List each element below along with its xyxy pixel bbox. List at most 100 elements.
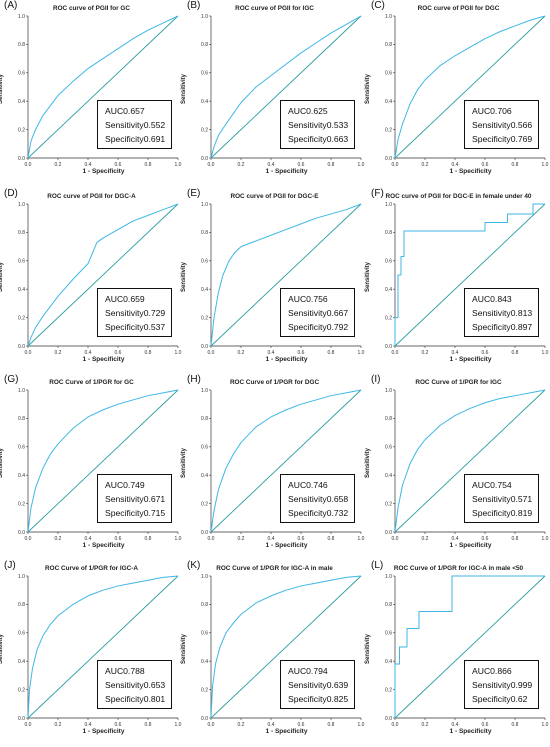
stat-name: Sensitivity (472, 120, 511, 130)
auc-row: AUC 0.754 (472, 478, 532, 492)
stat-value: 0.756 (306, 294, 328, 304)
stat-name: Sensitivity (472, 494, 511, 504)
stat-name: Sensitivity (288, 308, 327, 318)
stat-name: Specificity (288, 508, 327, 518)
stat-value: 0.788 (123, 666, 145, 676)
stat-name: Specificity (105, 134, 144, 144)
x-tick-label: 0.6 (298, 162, 305, 168)
stat-name: Specificity (105, 694, 144, 704)
y-tick-label: 0.2 (385, 127, 392, 133)
panel-label: (I) (371, 374, 381, 385)
x-tick-label: 0.8 (145, 162, 152, 168)
panel-title: ROC Curve of 1/PGR for IGC-A in male <50 (393, 565, 524, 572)
x-axis-label: 1 - Specificity (265, 542, 308, 549)
y-tick-label: 0.8 (18, 416, 25, 422)
x-tick-label: 0.0 (25, 162, 32, 168)
y-tick-label: 0.4 (18, 287, 25, 293)
auc-row: AUC 0.659 (105, 292, 165, 306)
panel-label: (F) (371, 188, 384, 199)
y-tick-label: 0.8 (201, 42, 208, 48)
y-tick-label: 1.0 (18, 202, 25, 208)
x-tick-label: 0.6 (482, 162, 489, 168)
auc-row: AUC 0.794 (288, 664, 348, 678)
roc-plot: 0.00.0 0.2 0.2 0.4 0.4 0.6 0.6 0.8 0.8 1.0 1.0 (385, 574, 549, 728)
y-tick-label: 0.6 (385, 71, 392, 77)
stat-name: AUC (105, 480, 124, 490)
x-tick-label: 0.8 (512, 162, 519, 168)
stats-box: AUC 0.794 Sensitivity 0.639 Specificity 0.… (280, 660, 356, 709)
x-tick-label: 0.0 (25, 350, 32, 356)
y-tick-label: 1.0 (385, 14, 392, 20)
x-tick-label: 0.8 (512, 536, 519, 542)
x-tick-label: 0.8 (512, 722, 519, 728)
panel-title: ROC Curve of 1/PGR for IGC-A in male (216, 565, 333, 572)
stat-name: Sensitivity (105, 680, 144, 690)
stat-value: 0.658 (326, 494, 349, 504)
y-tick-label: 0.6 (385, 445, 392, 451)
stats-box: AUC 0.749 Sensitivity 0.671 Specificity 0.… (97, 474, 173, 523)
stat-name: Sensitivity (288, 680, 327, 690)
specificity-row: Specificity 0.691 (105, 132, 165, 146)
auc-row: AUC 0.788 (105, 664, 165, 678)
sensitivity-row: Sensitivity 0.813 (472, 306, 532, 320)
roc-curve (27, 389, 179, 533)
y-tick-label: 0.0 (18, 530, 25, 536)
y-tick-label: 1.0 (201, 14, 208, 20)
sensitivity-row: Sensitivity 0.533 (288, 118, 348, 132)
roc-plot: 0.00.0 0.2 0.2 0.4 0.4 0.6 0.6 0.8 0.8 1.0 1.0 (385, 202, 549, 356)
stat-name: Specificity (472, 508, 511, 518)
stat-value: 0.754 (490, 480, 512, 490)
x-tick-label: 0.2 (422, 722, 429, 728)
x-axis-label: 1 - Specificity (265, 728, 308, 735)
x-tick-label: 0.0 (208, 350, 215, 356)
auc-row: AUC 0.749 (105, 478, 165, 492)
stat-value: 0.746 (306, 480, 328, 490)
y-tick-label: 0.6 (201, 71, 208, 77)
roc-plot: 0.00.0 0.2 0.2 0.4 0.4 0.6 0.6 0.8 0.8 1.0 1.0 (385, 388, 549, 542)
x-tick-label: 0.8 (328, 350, 335, 356)
y-tick-label: 0.6 (385, 259, 392, 265)
auc-row: AUC 0.706 (472, 104, 532, 118)
auc-row: AUC 0.866 (472, 664, 532, 678)
stat-name: AUC (288, 666, 307, 676)
stat-name: Sensitivity (472, 308, 511, 318)
panel-title: ROC curve of PGII for DGC-E (230, 193, 319, 200)
reference-diagonal (394, 15, 546, 159)
roc-panel: (I) ROC Curve of 1/PGR for IGC 0.0 0.0 0.2 0.… (365, 374, 550, 560)
roc-plot: 0.00.0 0.2 0.2 0.4 0.4 0.6 0.6 0.8 0.8 1.0 1.0 (18, 574, 182, 728)
x-tick-label: 0.2 (238, 722, 245, 728)
y-tick-label: 0.0 (201, 716, 208, 722)
panel-label: (G) (4, 374, 19, 385)
auc-row: AUC 0.756 (288, 292, 348, 306)
reference-diagonal (27, 575, 179, 719)
y-tick-label: 0.6 (18, 631, 25, 637)
y-tick-label: 0.0 (385, 716, 392, 722)
reference-diagonal (210, 203, 362, 347)
x-tick-label: 0.0 (25, 722, 32, 728)
specificity-row: Specificity 0.663 (288, 132, 348, 146)
x-tick-label: 0.6 (115, 722, 122, 728)
x-tick-label: 0.0 (392, 162, 399, 168)
x-tick-label: 0.6 (298, 722, 305, 728)
y-tick-label: 0.4 (385, 659, 392, 665)
roc-panel: (G) ROC Curve of 1/PGR for GC 0.0 0.0 0.2 0.2… (0, 374, 183, 560)
x-axis-label: 1 - Specificity (265, 356, 308, 363)
y-tick-label: 1.0 (385, 574, 392, 580)
stat-value: 0.571 (510, 494, 533, 504)
roc-curve (210, 203, 362, 347)
x-tick-label: 0.2 (55, 350, 62, 356)
stat-value: 0.897 (510, 322, 533, 332)
x-tick-label: 0.4 (452, 722, 459, 728)
stat-name: Specificity (288, 134, 327, 144)
x-tick-label: 0.4 (452, 162, 459, 168)
sensitivity-row: Sensitivity 0.571 (472, 492, 532, 506)
y-tick-label: 1.0 (201, 574, 208, 580)
reference-diagonal (27, 203, 179, 347)
stat-value: 0.663 (326, 134, 349, 144)
specificity-row: Specificity 0.792 (288, 320, 348, 334)
x-tick-label: 0.2 (238, 162, 245, 168)
stat-value: 0.552 (143, 120, 166, 130)
stat-name: Specificity (472, 322, 511, 332)
reference-diagonal (394, 389, 546, 533)
y-tick-label: 0.6 (385, 631, 392, 637)
